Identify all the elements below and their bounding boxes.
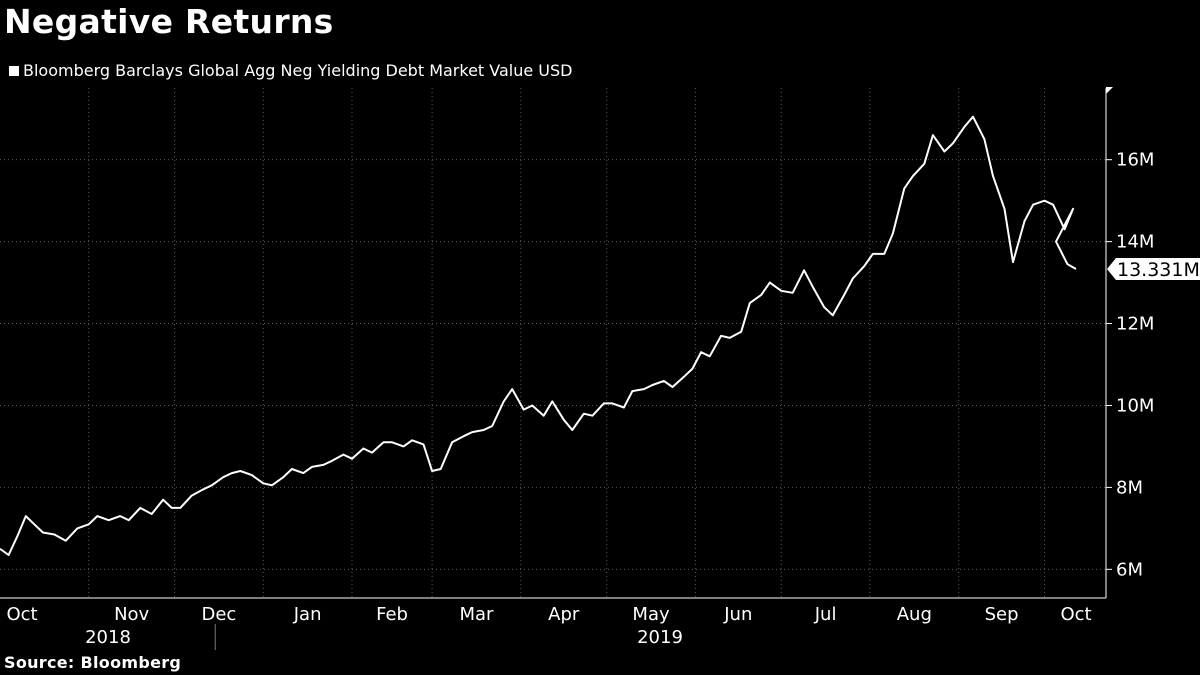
x-tick-label: Jan <box>293 604 322 625</box>
y-tick-label: 10M <box>1116 395 1154 416</box>
year-label: 2019 <box>637 627 683 648</box>
x-tick-label: Jun <box>723 604 752 625</box>
x-tick-label: Mar <box>459 604 494 625</box>
legend-swatch <box>9 65 19 76</box>
series-line <box>0 115 1077 556</box>
chart-title: Negative Returns <box>4 2 334 41</box>
last-value-label: 13.331M <box>1117 259 1200 281</box>
y-tick-label: 8M <box>1116 477 1143 498</box>
source-note: Source: Bloomberg <box>4 653 182 672</box>
year-label: 2018 <box>85 627 131 648</box>
last-value-box <box>1107 258 1200 281</box>
y-tick-label: 12M <box>1116 314 1154 335</box>
x-tick-label: Oct <box>6 604 37 625</box>
x-tick-label: May <box>632 604 670 625</box>
x-tick-label: Apr <box>548 604 580 625</box>
y-tick-label: 14M <box>1116 232 1154 253</box>
legend: Bloomberg Barclays Global Agg Neg Yieldi… <box>9 61 573 80</box>
x-tick-label: Oct <box>1060 604 1091 625</box>
legend-label: Bloomberg Barclays Global Agg Neg Yieldi… <box>23 61 573 80</box>
y-tick-label: 16M <box>1116 150 1154 171</box>
x-tick-label: Jul <box>814 604 837 625</box>
x-tick-label: Feb <box>376 604 408 625</box>
x-tick-label: Nov <box>114 604 149 625</box>
y-axis-arrow <box>1106 87 1113 94</box>
y-tick-label: 6M <box>1116 559 1143 580</box>
x-tick-label: Dec <box>201 604 236 625</box>
x-tick-label: Aug <box>897 604 932 625</box>
x-tick-label: Sep <box>985 604 1019 625</box>
